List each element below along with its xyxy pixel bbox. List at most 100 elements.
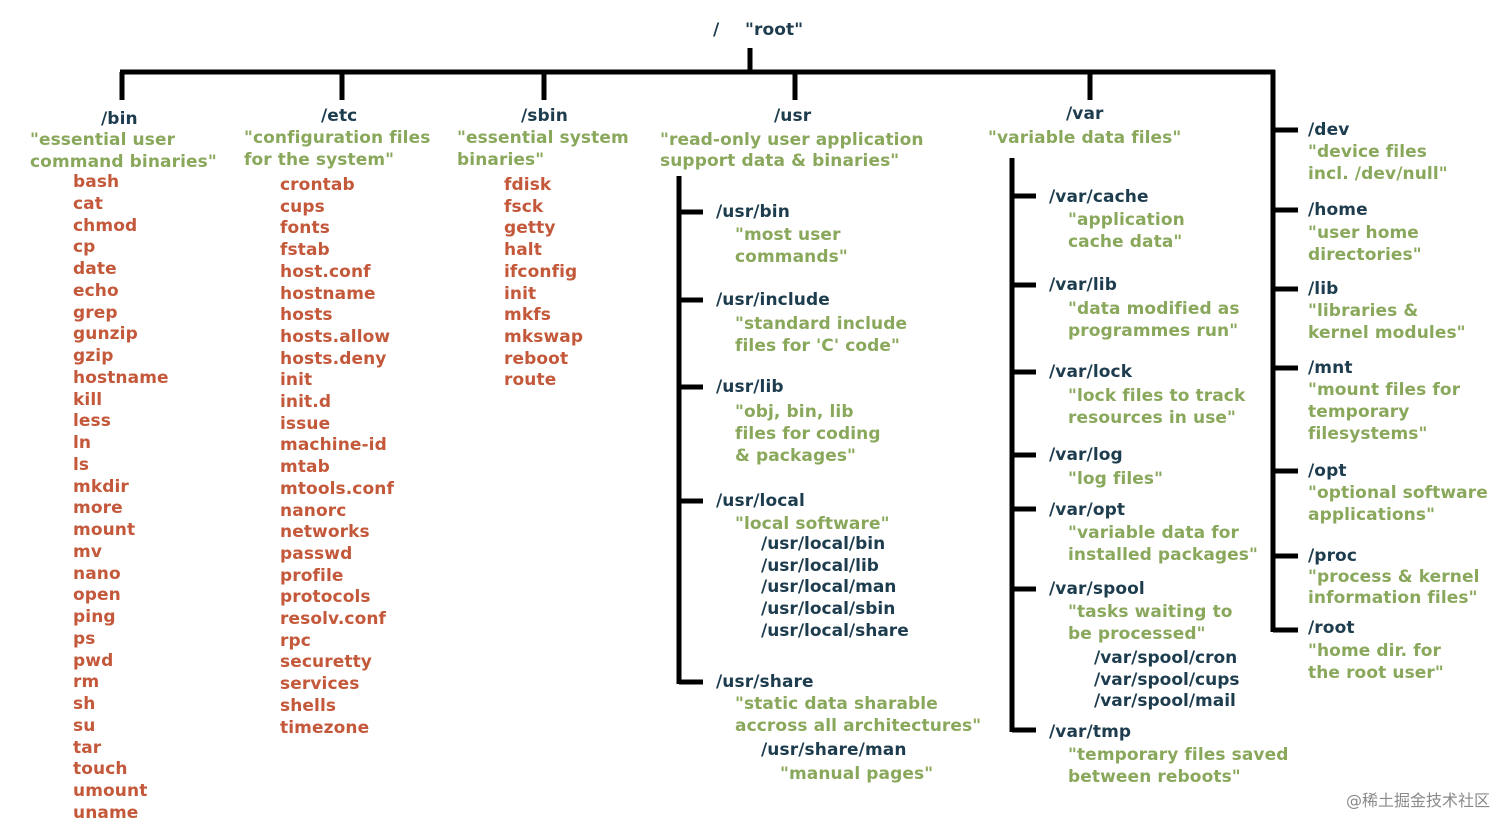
dev-desc-1: "device files: [1308, 142, 1427, 162]
subdir-item: /usr/local/sbin: [761, 599, 896, 620]
var-lib-desc-1: "data modified as: [1068, 299, 1240, 319]
sbin-desc-1: "essential system: [457, 128, 629, 148]
file-item: services: [280, 674, 360, 695]
proc-desc-1: "process & kernel: [1308, 567, 1480, 587]
file-item: init: [280, 370, 313, 391]
usr-share-desc-1: "static data sharable: [735, 694, 938, 714]
mnt-desc-3: filesystems": [1308, 424, 1428, 444]
file-item: fonts: [280, 218, 330, 239]
file-item: hostname: [280, 283, 376, 304]
usr-desc-2: support data & binaries": [660, 151, 900, 171]
file-item: timezone: [280, 717, 370, 738]
file-item: open: [73, 585, 121, 606]
var-opt-path: /var/opt: [1049, 500, 1126, 520]
var-spool-path: /var/spool: [1049, 579, 1145, 599]
file-item: hosts: [280, 305, 333, 326]
file-item: tar: [73, 737, 102, 758]
file-item: umount: [73, 781, 148, 801]
file-item: cat: [73, 193, 103, 214]
var-opt-desc-1: "variable data for: [1068, 523, 1239, 543]
root-dir-desc-1: "home dir. for: [1308, 641, 1441, 661]
usr-include-desc-1: "standard include: [735, 314, 908, 334]
bin-desc-2: command binaries": [30, 152, 217, 172]
file-item: networks: [280, 522, 370, 543]
usr-lib-path: /usr/lib: [716, 377, 784, 397]
var-cache-path: /var/cache: [1049, 187, 1149, 207]
var-lib-desc-2: programmes run": [1068, 321, 1239, 341]
file-item: mkswap: [504, 326, 584, 347]
mnt-path: /mnt: [1308, 358, 1353, 378]
subdir-item: /usr/local/share: [761, 620, 909, 641]
file-item: rm: [73, 672, 100, 693]
dev-path: /dev: [1308, 120, 1350, 140]
file-item: cp: [73, 237, 96, 258]
home-desc-1: "user home: [1308, 223, 1419, 243]
usr-share-man-path: /usr/share/man: [761, 740, 907, 760]
file-item: ifconfig: [504, 261, 578, 282]
usr-lib-desc-1: "obj, bin, lib: [735, 402, 854, 422]
file-item: ln: [73, 433, 92, 453]
root-dir-path: /root: [1308, 618, 1355, 638]
file-item: nano: [73, 563, 121, 584]
usr-path: /usr: [774, 106, 812, 126]
bin-desc-1: "essential user: [30, 130, 176, 150]
file-item: cups: [280, 196, 325, 217]
usr-include-desc-2: files for 'C' code": [735, 336, 901, 356]
opt-desc-2: applications": [1308, 505, 1436, 525]
file-item: date: [73, 259, 117, 279]
file-item: host.conf: [280, 261, 371, 282]
file-item: uname: [73, 802, 139, 823]
mnt-desc-2: temporary: [1308, 402, 1410, 422]
sbin-file-list: fdisk fsck getty halt ifconfig init mkfs mkswap…: [504, 175, 583, 392]
file-item: ping: [73, 607, 116, 627]
usr-bin-desc-1: "most user: [735, 225, 841, 245]
file-item: grep: [73, 302, 118, 323]
file-item: shells: [280, 695, 337, 716]
dev-desc-2: incl. /dev/null": [1308, 164, 1448, 184]
file-item: mount: [73, 520, 136, 540]
usr-share-path: /usr/share: [716, 672, 814, 692]
usr-bin-path: /usr/bin: [716, 202, 790, 222]
subdir-item: /usr/local/lib: [761, 555, 879, 576]
usr-share-desc-2: accross all architectures": [735, 716, 982, 736]
bin-file-list: bash cat chmod cp date echo grep gunzip gzip host…: [73, 172, 169, 825]
var-tmp-desc-1: "temporary files saved: [1068, 745, 1289, 765]
var-spool-desc-2: be processed": [1068, 624, 1206, 644]
file-item: pwd: [73, 650, 114, 671]
usr-desc-1: "read-only user application: [660, 130, 924, 150]
subdir-item: /var/spool/mail: [1094, 691, 1236, 712]
file-item: echo: [73, 280, 119, 301]
usr-local-path: /usr/local: [716, 491, 805, 511]
file-item: mkfs: [504, 305, 551, 326]
proc-desc-2: information files": [1308, 588, 1478, 608]
var-lock-desc-1: "lock files to track: [1068, 386, 1246, 406]
etc-file-list: crontab cups fonts fstab host.conf hostname ho…: [280, 175, 394, 739]
var-opt-desc-2: installed packages": [1068, 545, 1258, 565]
file-item: ls: [73, 454, 90, 475]
file-item: protocols: [280, 587, 371, 608]
file-item: chmod: [73, 215, 138, 236]
var-log-desc: "log files": [1068, 469, 1164, 489]
proc-path: /proc: [1308, 546, 1358, 566]
subdir-item: /usr/local/bin: [761, 534, 886, 554]
var-lib-path: /var/lib: [1049, 275, 1117, 295]
file-item: touch: [73, 759, 128, 780]
file-item: route: [504, 370, 557, 391]
file-item: more: [73, 498, 123, 519]
file-item: kill: [73, 389, 103, 410]
var-cache-desc-2: cache data": [1068, 232, 1183, 252]
root-dir-desc-2: the root user": [1308, 663, 1444, 683]
lib-desc-2: kernel modules": [1308, 323, 1466, 343]
file-item: bash: [73, 172, 120, 192]
home-path: /home: [1308, 200, 1368, 220]
file-item: init.d: [280, 392, 332, 413]
watermark-text: @稀土掘金技术社区: [1345, 791, 1490, 810]
file-item: hostname: [73, 367, 169, 388]
file-item: profile: [280, 565, 344, 586]
file-item: securetty: [280, 652, 372, 673]
etc-desc-2: for the system": [244, 150, 395, 170]
root-slash: /: [713, 20, 720, 40]
var-lock-path: /var/lock: [1049, 362, 1133, 382]
var-tmp-path: /var/tmp: [1049, 722, 1132, 742]
